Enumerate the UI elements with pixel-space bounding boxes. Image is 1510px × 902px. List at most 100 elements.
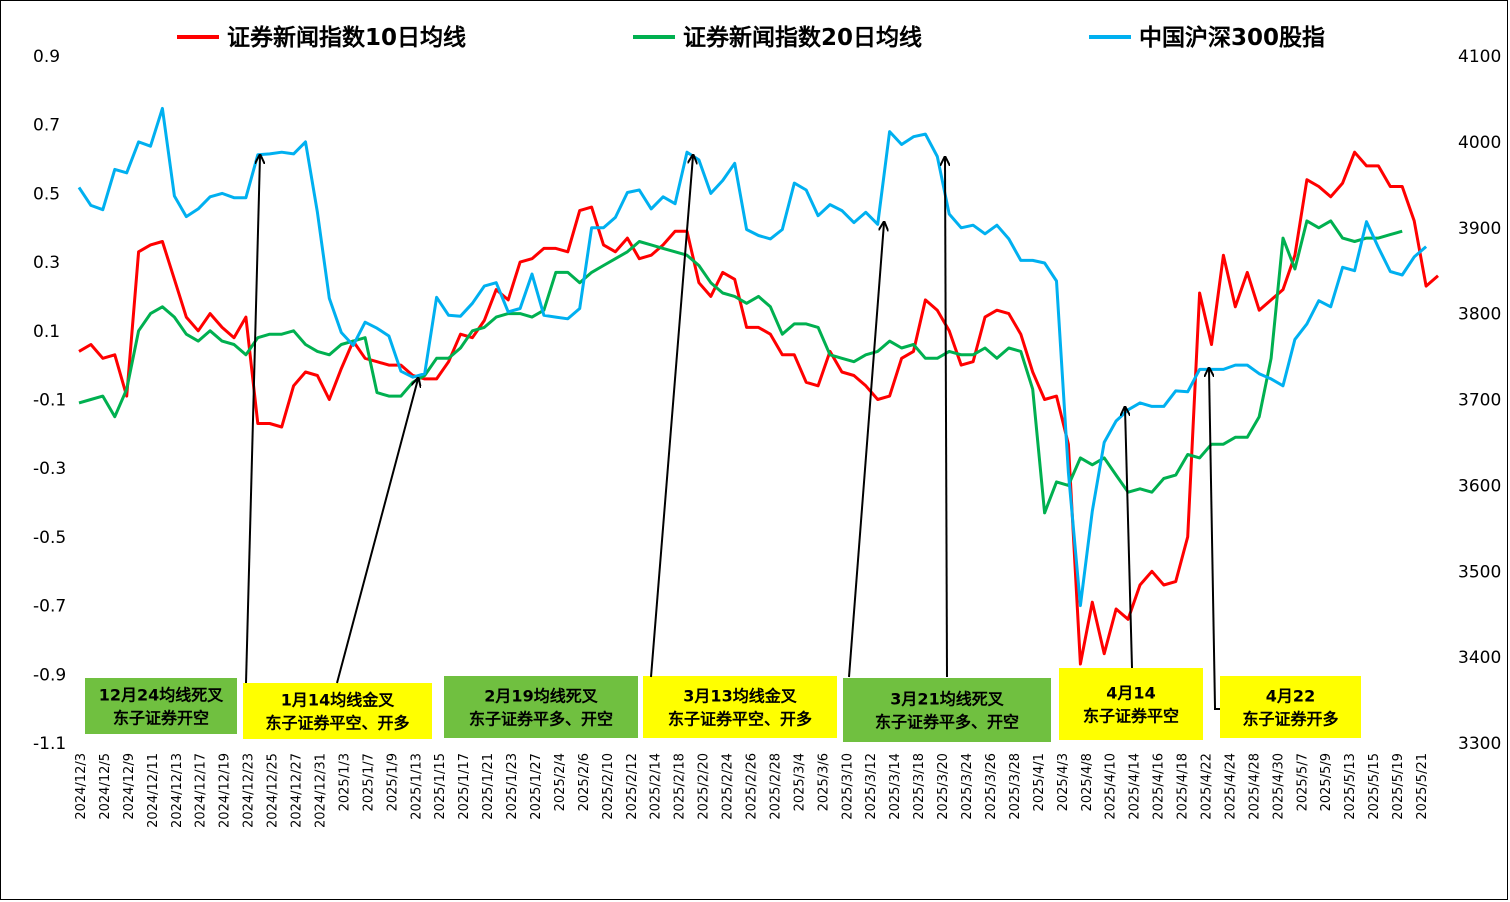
x-tick-label: 2025/2/6 [577, 753, 592, 811]
annotation-text: 3月13均线金叉 [683, 687, 797, 706]
annotation-box [843, 678, 1051, 742]
x-tick-label: 2025/1/17 [457, 753, 472, 820]
left-y-tick-label: -0.1 [33, 391, 66, 411]
x-tick-label: 2025/4/3 [1056, 753, 1071, 811]
left-y-tick-label: 0.3 [33, 253, 60, 273]
x-tick-label: 2025/2/20 [697, 753, 712, 820]
left-y-tick-label: -1.1 [33, 734, 66, 754]
x-tick-label: 2025/2/10 [601, 753, 616, 820]
annotation-box [643, 676, 837, 738]
x-tick-label: 2025/2/12 [625, 753, 640, 820]
x-tick-label: 2025/4/8 [1080, 753, 1095, 811]
x-tick-label: 2025/4/16 [1152, 753, 1167, 820]
x-tick-label: 2025/3/18 [912, 753, 927, 820]
annotation-text: 东子证券开空 [113, 709, 209, 728]
x-tick-label: 2024/12/31 [314, 753, 329, 828]
x-tick-label: 2025/5/15 [1367, 753, 1382, 820]
annotation-box [444, 676, 638, 738]
x-tick-label: 2025/3/28 [1008, 753, 1023, 820]
annotation-text: 东子证券平空、开多 [668, 710, 812, 729]
left-y-tick-label: 0.1 [33, 322, 60, 342]
annotation-text: 2月19均线死叉 [484, 687, 598, 706]
x-tick-label: 2024/12/23 [242, 753, 257, 828]
right-y-tick-label: 3500 [1458, 562, 1501, 582]
x-tick-label: 2025/4/18 [1176, 753, 1191, 820]
x-tick-label: 2025/3/6 [816, 753, 831, 811]
x-tick-label: 2025/3/20 [936, 753, 951, 820]
legend-label: 中国沪深300股指 [1139, 24, 1325, 51]
annotation-text: 东子证券平空 [1083, 707, 1179, 726]
annotation-text: 3月21均线死叉 [890, 690, 1004, 709]
annotation-connector [1214, 707, 1220, 710]
x-tick-label: 2025/5/21 [1415, 753, 1430, 820]
x-tick-label: 2025/2/4 [553, 753, 568, 811]
legend-label: 证券新闻指数10日均线 [227, 24, 466, 51]
right-y-tick-label: 3700 [1458, 391, 1501, 411]
x-tick-label: 2025/3/12 [864, 753, 879, 820]
annotation-arrow [1125, 408, 1133, 669]
x-tick-label: 2025/5/9 [1319, 753, 1334, 811]
annotation-text: 4月14 [1106, 684, 1155, 703]
left-y-axis: 0.9 0.7 0.5 0.3 0.1 -0.1 -0.3 -0.5 -0.7 -0.9 -1.1 [33, 47, 66, 754]
x-tick-label: 2025/5/19 [1391, 753, 1406, 820]
right-y-tick-label: 4100 [1458, 47, 1501, 67]
x-tick-label: 2025/3/4 [792, 753, 807, 811]
right-y-tick-label: 3900 [1458, 219, 1501, 239]
series-line-2 [78, 219, 1403, 515]
left-y-tick-label: 0.5 [33, 184, 60, 204]
x-tick-label: 2025/4/14 [1128, 753, 1143, 820]
x-tick-label: 2025/2/26 [745, 753, 760, 820]
x-tick-label: 2025/3/26 [984, 753, 999, 820]
x-tick-label: 2025/4/30 [1271, 753, 1286, 820]
annotation-arrow [945, 158, 947, 678]
x-tick-label: 2025/1/9 [385, 753, 400, 811]
x-axis: 2024/12/3 2024/12/5 2024/12/9 2024/12/11 202… [74, 753, 1430, 828]
x-tick-label: 2025/2/28 [768, 753, 783, 820]
left-y-tick-label: -0.9 [33, 665, 66, 685]
x-tick-label: 2025/3/10 [840, 753, 855, 820]
x-tick-label: 2024/12/11 [146, 753, 161, 828]
annotation-text: 东子证券平多、开空 [875, 713, 1019, 732]
x-tick-label: 2025/1/21 [481, 753, 496, 820]
annotation-box [1059, 668, 1203, 740]
annotation-arrow [336, 379, 418, 684]
x-tick-label: 2025/2/24 [721, 753, 736, 820]
annotation-text: 东子证券平多、开空 [469, 710, 613, 729]
x-tick-label: 2025/1/3 [337, 753, 352, 811]
annotation-text: 4月22 [1266, 687, 1315, 706]
right-y-tick-label: 3800 [1458, 305, 1501, 325]
x-tick-label: 2024/12/19 [218, 753, 233, 828]
x-tick-label: 2024/12/9 [122, 753, 137, 820]
x-tick-label: 2025/4/22 [1200, 753, 1215, 820]
x-tick-label: 2025/4/24 [1223, 753, 1238, 820]
right-y-tick-label: 3300 [1458, 734, 1501, 754]
right-y-axis: 4100 4000 3900 3800 3700 3600 3500 3400 3300 [1458, 47, 1501, 754]
right-y-tick-label: 3600 [1458, 476, 1501, 496]
annotation-text: 东子证券平空、开多 [265, 714, 409, 733]
series-line-3 [77, 106, 1428, 608]
annotation-text: 12月24均线死叉 [99, 686, 225, 705]
x-tick-label: 2025/1/7 [361, 753, 376, 811]
left-y-tick-label: 0.7 [33, 116, 60, 136]
series-layer [77, 106, 1439, 666]
x-tick-label: 2024/12/5 [98, 753, 113, 820]
x-tick-label: 2025/3/14 [888, 753, 903, 820]
annotation-box [1220, 676, 1361, 738]
x-tick-label: 2024/12/3 [74, 753, 89, 820]
x-tick-label: 2025/1/15 [433, 753, 448, 820]
left-y-tick-label: -0.7 [33, 597, 66, 617]
x-tick-label: 2025/5/7 [1295, 753, 1310, 811]
legend: 证券新闻指数10日均线 证券新闻指数20日均线 中国沪深300股指 [177, 24, 1325, 51]
x-tick-label: 2024/12/25 [266, 753, 281, 828]
annotation-arrow [848, 223, 884, 678]
left-y-tick-label: 0.9 [33, 47, 60, 67]
x-tick-label: 2025/1/27 [529, 753, 544, 820]
left-y-tick-label: -0.3 [33, 459, 66, 479]
x-tick-label: 2024/12/27 [290, 753, 305, 828]
right-y-tick-label: 3400 [1458, 648, 1501, 668]
right-y-tick-label: 4000 [1458, 133, 1501, 153]
annotation-box [85, 678, 237, 734]
